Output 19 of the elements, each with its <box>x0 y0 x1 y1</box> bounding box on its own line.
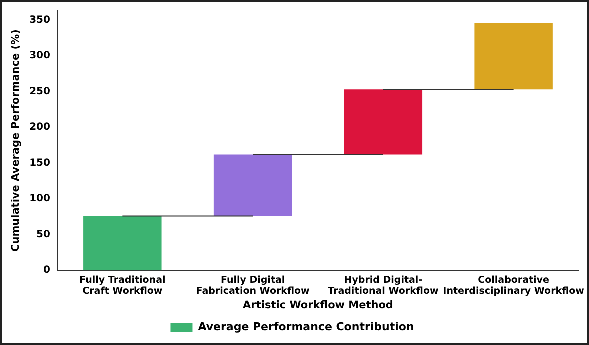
x-tick-label: Fully Traditional Craft Workflow <box>80 274 166 298</box>
y-tick-label: 150 <box>30 158 51 169</box>
y-tick-label: 200 <box>30 122 51 134</box>
y-axis-title: Cumulative Average Performance (%) <box>10 30 22 252</box>
x-tick-label: Hybrid Digital- Traditional Workflow <box>328 274 439 298</box>
legend-label: Average Performance Contribution <box>198 320 414 334</box>
bar <box>474 23 553 90</box>
bar <box>84 216 162 271</box>
y-tick-label: 250 <box>30 86 51 98</box>
x-tick-label: Collaborative Interdisciplinary Workflow <box>443 274 585 298</box>
bar <box>214 154 292 216</box>
bar <box>344 90 423 155</box>
y-tick-label: 50 <box>36 229 51 240</box>
y-tick-label: 300 <box>30 50 51 62</box>
y-tick-label: 350 <box>30 14 51 26</box>
x-tick-label: Fully Digital Fabrication Workflow <box>196 274 310 298</box>
y-tick-label: 100 <box>30 194 51 205</box>
y-tick-label: 0 <box>44 265 51 276</box>
x-axis-title: Artistic Workflow Method <box>243 299 394 312</box>
